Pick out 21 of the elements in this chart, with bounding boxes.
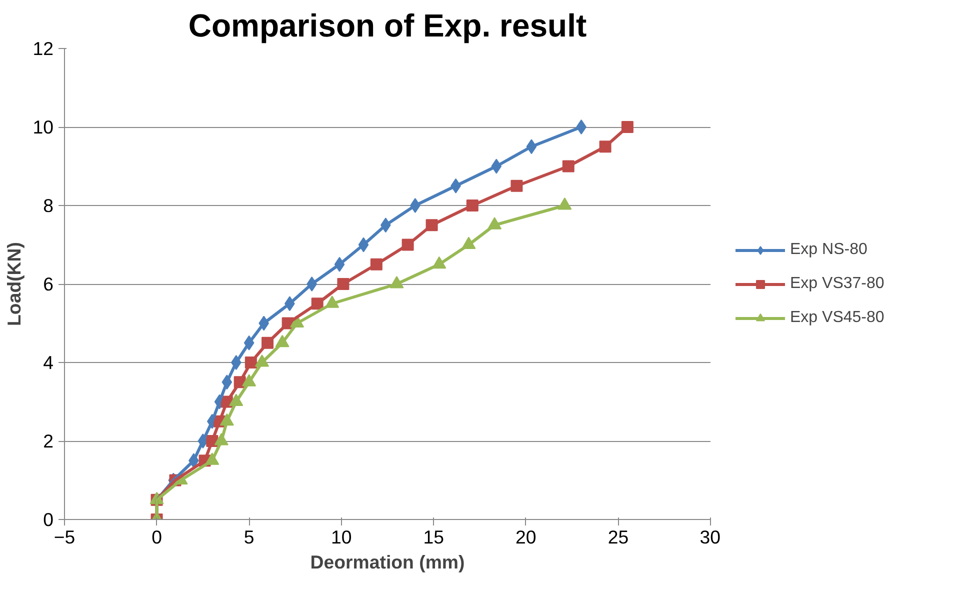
- x-tick-label: 10: [330, 526, 352, 548]
- chart-title: Comparison of Exp. result: [188, 8, 587, 44]
- y-tick-label: 4: [43, 352, 54, 373]
- x-axis-title: Deormation (mm): [310, 552, 465, 572]
- y-tick-label: 12: [32, 38, 54, 59]
- y-tick-label: 10: [32, 116, 54, 138]
- y-tick-label: 2: [43, 430, 54, 452]
- x-tick-label: 15: [423, 526, 444, 548]
- legend-label: Exp VS45-80: [790, 308, 884, 326]
- legend-label: Exp NS-80: [790, 240, 868, 258]
- y-tick-label: 0: [43, 509, 54, 530]
- legend-label: Exp VS37-80: [790, 274, 884, 292]
- x-tick-label: 5: [244, 526, 254, 548]
- x-tick-label: 20: [516, 526, 536, 548]
- x-tick-label: 30: [700, 526, 721, 548]
- x-tick-label: 0: [152, 526, 162, 548]
- y-tick-label: 6: [43, 274, 54, 294]
- y-tick-label: 8: [43, 195, 54, 216]
- y-axis-title: Load(KN): [4, 242, 25, 326]
- x-tick-label: −5: [54, 526, 76, 548]
- x-tick-label: 25: [608, 526, 629, 548]
